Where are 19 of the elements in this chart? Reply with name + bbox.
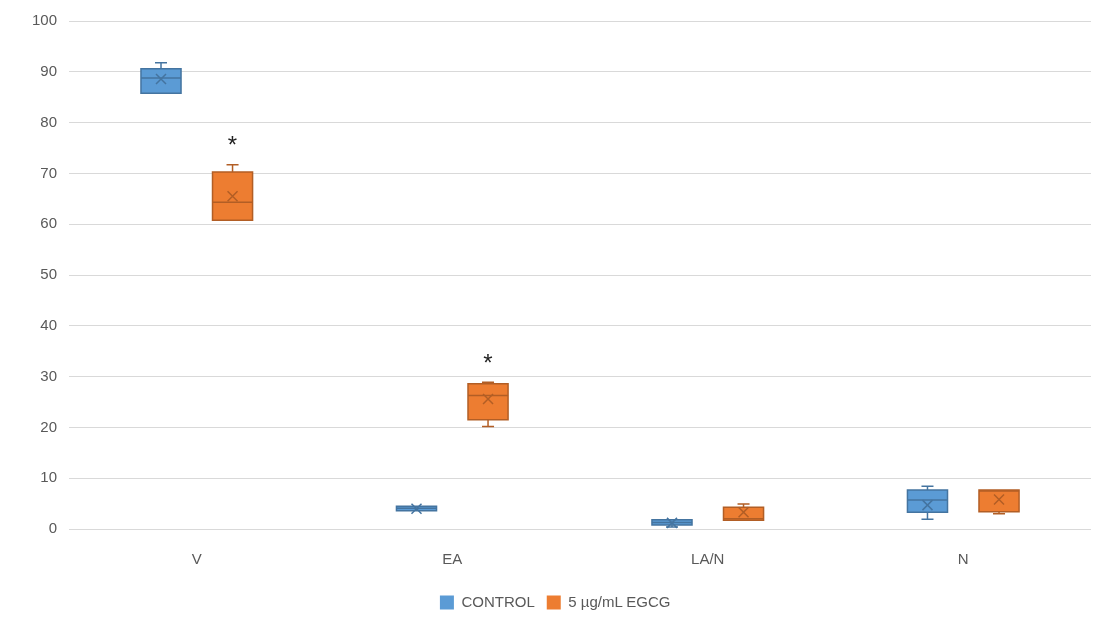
x-tick-label: EA	[442, 550, 463, 568]
y-tick-label: 80	[40, 112, 58, 130]
x-tick-label: LA/N	[691, 550, 725, 568]
legend-label: CONTROL	[461, 592, 535, 610]
y-tick-label: 0	[48, 519, 58, 537]
y-tick-label: 30	[40, 366, 58, 384]
y-tick-label: 70	[40, 163, 58, 181]
legend-label: 5 µg/mL EGCG	[568, 592, 671, 610]
y-tick-label: 50	[40, 265, 58, 283]
y-tick-label: 40	[40, 315, 58, 333]
annotation: *	[483, 348, 493, 376]
y-tick-label: 100	[32, 11, 58, 29]
x-tick-label: N	[957, 550, 969, 568]
annotation: *	[227, 131, 238, 159]
x-tick-label: V	[191, 550, 202, 568]
y-tick-label: 60	[40, 214, 58, 232]
y-tick-label: 20	[40, 417, 58, 435]
y-tick-label: 90	[40, 61, 58, 79]
y-tick-label: 10	[40, 468, 58, 486]
